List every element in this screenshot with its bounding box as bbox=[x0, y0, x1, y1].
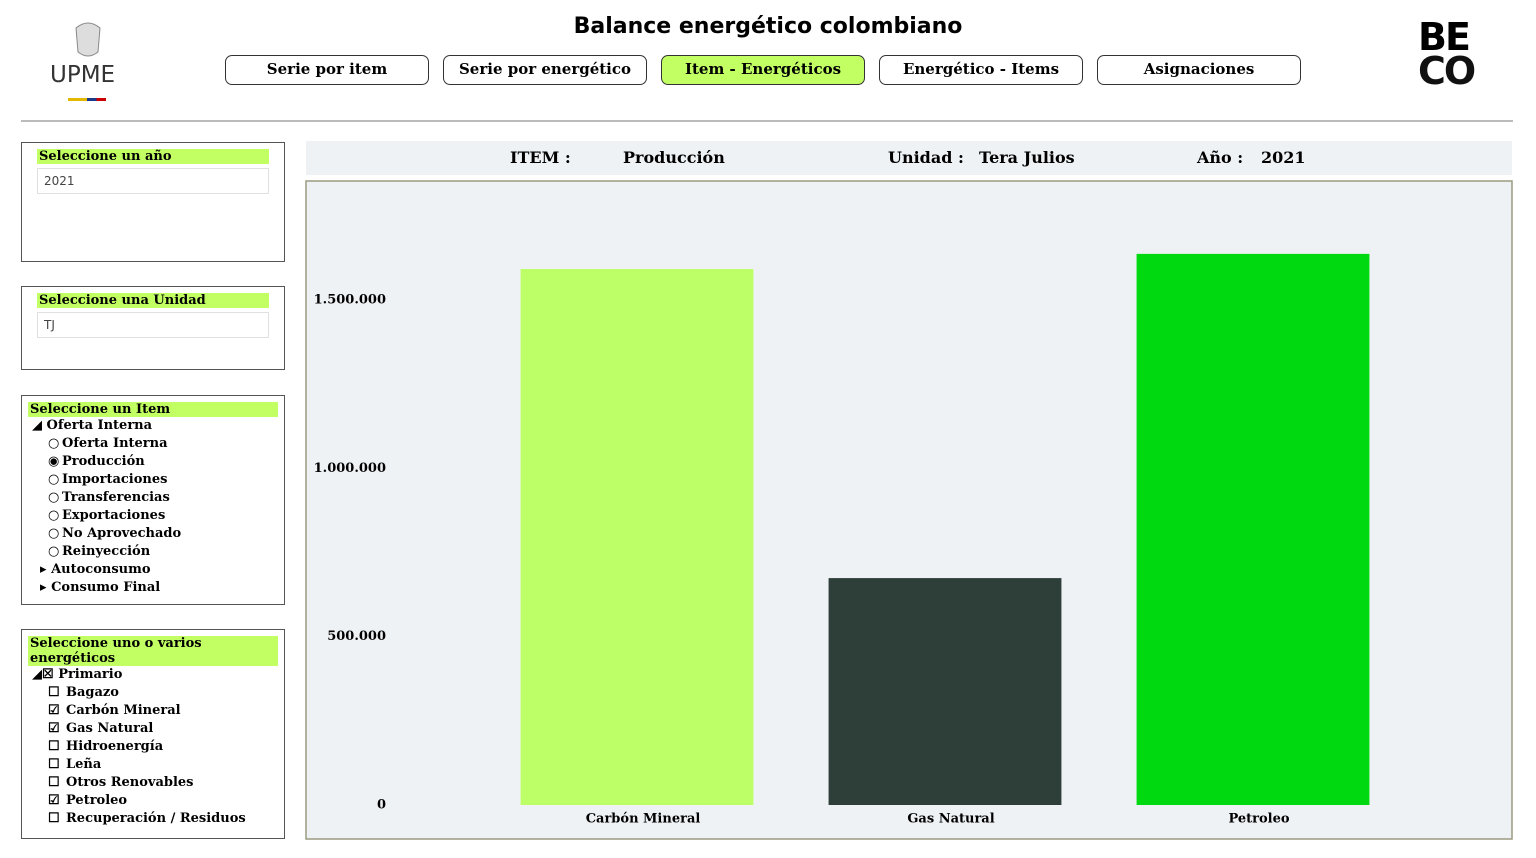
flag-bar bbox=[68, 98, 106, 101]
option-label: Leña bbox=[66, 757, 102, 772]
panel-title: Seleccione uno o varios energéticos bbox=[28, 636, 278, 666]
checkbox-option[interactable]: ☐ Bagazo bbox=[28, 684, 278, 702]
checkbox-option[interactable]: ☑ Gas Natural bbox=[28, 720, 278, 738]
option-label: Oferta Interna bbox=[62, 436, 168, 451]
group-label: Primario bbox=[58, 667, 123, 682]
y-tick-label: 1.000.000 bbox=[314, 461, 386, 476]
logo-right-bottom: CO bbox=[1418, 49, 1476, 93]
checkbox-icon: ☐ bbox=[48, 757, 60, 772]
checkbox-option[interactable]: ☐ Otros Renovables bbox=[28, 774, 278, 792]
info-bar: ITEM : Producción Unidad : Tera Julios A… bbox=[306, 141, 1512, 175]
y-tick-label: 1.500.000 bbox=[314, 293, 386, 308]
tree-group[interactable]: ◢☒ Primario bbox=[32, 667, 123, 682]
option-label: Reinyección bbox=[62, 544, 151, 559]
checkbox-icon: ☑ bbox=[48, 793, 60, 808]
unit-value: Tera Julios bbox=[979, 148, 1075, 167]
page-title: Balance energético colombiano bbox=[573, 14, 963, 39]
radio-icon: ○ bbox=[48, 526, 60, 541]
nav-button[interactable]: Item - Energéticos bbox=[661, 55, 865, 85]
checkbox-icon: ☐ bbox=[48, 775, 60, 790]
tree-group[interactable]: ▸ Consumo Final bbox=[40, 580, 161, 595]
option-label: Exportaciones bbox=[62, 508, 166, 523]
year-dropdown[interactable]: 2021 bbox=[37, 168, 269, 194]
group-label: Consumo Final bbox=[51, 580, 161, 595]
item-value: Producción bbox=[623, 148, 725, 167]
option-label: Otros Renovables bbox=[66, 775, 194, 790]
radio-option[interactable]: ○ No Aprovechado bbox=[28, 525, 278, 543]
nav-button[interactable]: Energético - Items bbox=[879, 55, 1083, 85]
radio-option[interactable]: ○ Oferta Interna bbox=[28, 435, 278, 453]
energetic-options: ☐ Bagazo ☑ Carbón Mineral ☑ Gas Natural ☐ Hidro… bbox=[28, 684, 278, 828]
panel-title: Seleccione un año bbox=[37, 149, 269, 164]
item-options: ○ Oferta Interna ◉ Producción ○ Importaciones… bbox=[28, 435, 278, 597]
y-tick-label: 0 bbox=[377, 798, 386, 813]
tree-group[interactable]: ▸ Autoconsumo bbox=[40, 562, 151, 577]
energetics-panel: Seleccione uno o varios energéticos ◢☒ P… bbox=[21, 629, 285, 839]
option-label: Carbón Mineral bbox=[66, 703, 181, 718]
nav-button[interactable]: Asignaciones bbox=[1097, 55, 1301, 85]
bar bbox=[828, 578, 1062, 805]
radio-option[interactable]: ○ Transferencias bbox=[28, 489, 278, 507]
logo-right: BE CO bbox=[1418, 15, 1476, 93]
panel-title: Seleccione un Item bbox=[28, 402, 278, 417]
nav-button[interactable]: Serie por item bbox=[225, 55, 429, 85]
option-label: No Aprovechado bbox=[62, 526, 182, 541]
checkbox-option[interactable]: ☐ Hidroenergía bbox=[28, 738, 278, 756]
group-label: Autoconsumo bbox=[51, 562, 151, 577]
logo-right-top: BE bbox=[1418, 15, 1471, 59]
logo-crest bbox=[75, 22, 101, 57]
item-label: ITEM : bbox=[510, 148, 571, 167]
x-tick-label: Gas Natural bbox=[907, 812, 994, 827]
checkbox-option[interactable]: ☑ Carbón Mineral bbox=[28, 702, 278, 720]
option-label: Petroleo bbox=[66, 793, 128, 808]
radio-icon: ○ bbox=[48, 508, 60, 523]
unit-label: Unidad : bbox=[888, 148, 964, 167]
checkbox-icon: ☑ bbox=[48, 721, 60, 736]
radio-icon: ○ bbox=[48, 544, 60, 559]
checkbox-option[interactable]: ☐ Leña bbox=[28, 756, 278, 774]
unit-dropdown[interactable]: TJ bbox=[37, 312, 269, 338]
checkbox-option[interactable]: ☑ Petroleo bbox=[28, 792, 278, 810]
option-label: Recuperación / Residuos bbox=[66, 811, 246, 826]
checkbox-icon: ☐ bbox=[48, 739, 60, 754]
radio-icon: ○ bbox=[48, 490, 60, 505]
option-label: Hidroenergía bbox=[66, 739, 164, 754]
radio-option[interactable]: ◉ Producción bbox=[28, 453, 278, 471]
option-label: Transferencias bbox=[62, 490, 170, 505]
nav-button[interactable]: Serie por energético bbox=[443, 55, 647, 85]
year-panel: Seleccione un año 2021 bbox=[21, 142, 285, 262]
radio-icon: ◉ bbox=[48, 454, 60, 469]
radio-option[interactable]: ○ Reinyección bbox=[28, 543, 278, 561]
x-tick-label: Petroleo bbox=[1228, 812, 1289, 827]
checkbox-icon: ☐ bbox=[48, 811, 60, 826]
bar bbox=[520, 269, 754, 805]
radio-icon: ○ bbox=[48, 436, 60, 451]
checkbox-icon: ☑ bbox=[48, 703, 60, 718]
year-value: 2021 bbox=[1261, 148, 1306, 167]
logo-left: UPME bbox=[50, 62, 116, 88]
tree-group[interactable]: ◢ Oferta Interna bbox=[32, 418, 153, 433]
group-label: Oferta Interna bbox=[46, 418, 153, 433]
radio-icon: ○ bbox=[48, 472, 60, 487]
radio-option[interactable]: ○ Importaciones bbox=[28, 471, 278, 489]
item-panel: Seleccione un Item ◢ Oferta Interna ○ Ofe… bbox=[21, 395, 285, 605]
x-tick-label: Carbón Mineral bbox=[586, 812, 701, 827]
divider bbox=[21, 120, 1513, 122]
checkbox-option[interactable]: ☐ Recuperación / Residuos bbox=[28, 810, 278, 828]
option-label: Gas Natural bbox=[66, 721, 154, 736]
radio-option[interactable]: ○ Exportaciones bbox=[28, 507, 278, 525]
unit-panel: Seleccione una Unidad TJ bbox=[21, 286, 285, 370]
y-tick-label: 500.000 bbox=[327, 629, 386, 644]
bar bbox=[1136, 253, 1370, 806]
panel-title: Seleccione una Unidad bbox=[37, 293, 269, 308]
checkbox-icon: ☐ bbox=[48, 685, 60, 700]
option-label: Producción bbox=[62, 454, 145, 469]
option-label: Bagazo bbox=[66, 685, 119, 700]
year-label: Año : bbox=[1197, 148, 1244, 167]
option-label: Importaciones bbox=[62, 472, 168, 487]
